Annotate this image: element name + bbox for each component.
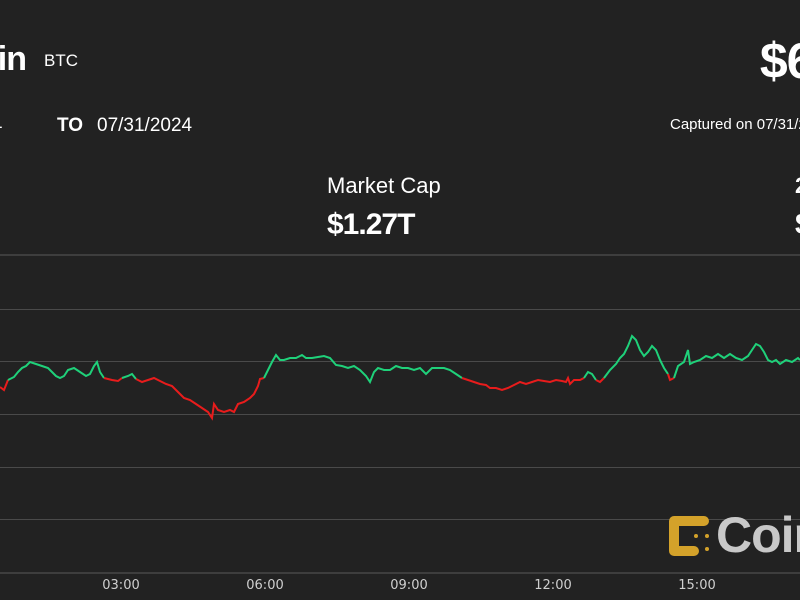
x-tick-0900: 09:00 bbox=[390, 578, 428, 593]
asset-ticker: BTC bbox=[44, 51, 78, 70]
gridline bbox=[0, 467, 800, 468]
market-cap-label: Market Cap bbox=[327, 173, 441, 198]
market-cap-value: $1.27T bbox=[327, 208, 415, 241]
x-tick-1200: 12:00 bbox=[534, 578, 572, 593]
date-from: 2024 bbox=[0, 115, 2, 137]
stat-2-label: 2 bbox=[795, 173, 800, 199]
gridline bbox=[0, 414, 800, 415]
coindesk-watermark-text: Coin bbox=[716, 507, 800, 563]
x-axis-line bbox=[0, 572, 800, 574]
date-to: 07/31/2024 bbox=[97, 115, 193, 136]
gridline bbox=[0, 361, 800, 362]
current-price: $64,5 bbox=[759, 33, 800, 89]
x-tick-0300: 03:00 bbox=[102, 578, 140, 593]
header-divider bbox=[0, 254, 800, 256]
captured-timestamp: Captured on 07/31/2 bbox=[670, 116, 800, 133]
asset-name: oin bbox=[0, 40, 27, 78]
x-tick-0600: 06:00 bbox=[246, 578, 284, 593]
x-tick-1500: 15:00 bbox=[678, 578, 716, 593]
coindesk-logo-icon bbox=[669, 516, 709, 556]
stat-2-value: $ bbox=[795, 208, 800, 242]
date-to-label: TO bbox=[57, 115, 84, 136]
price-line-chart bbox=[0, 334, 800, 421]
gridline bbox=[0, 309, 800, 310]
gridline bbox=[0, 519, 800, 520]
